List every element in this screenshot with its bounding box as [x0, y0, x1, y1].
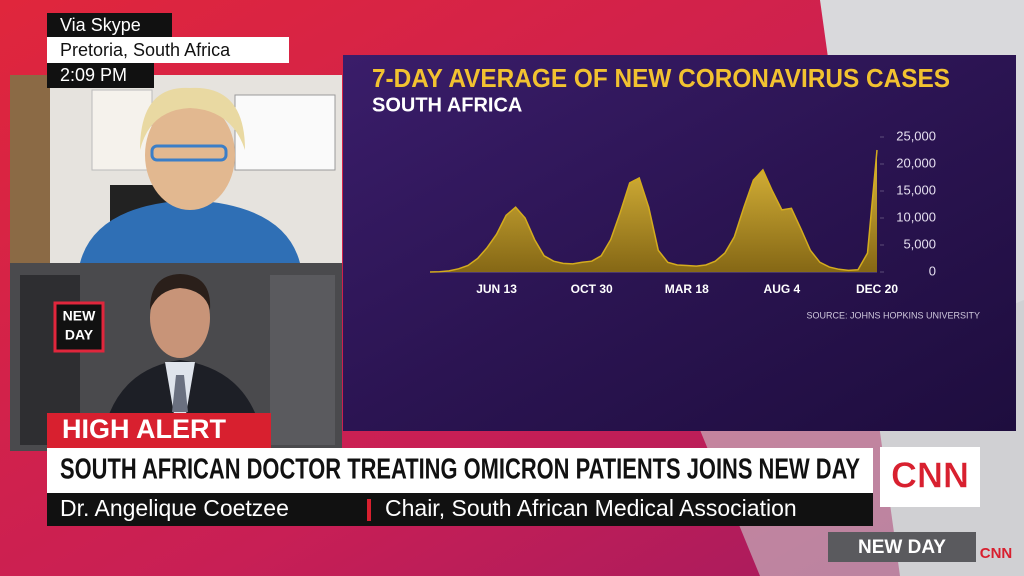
chart-subtitle: SOUTH AFRICA: [372, 94, 522, 116]
guest-body: [80, 200, 300, 263]
y-tick-label: 25,000: [896, 128, 936, 143]
guest-face: [145, 100, 235, 210]
video-guest: [10, 75, 342, 263]
y-tick-label: 5,000: [903, 236, 936, 251]
building: [270, 275, 335, 445]
y-tick-label: 0: [929, 263, 936, 278]
guest-title: Chair, South African Medical Association: [385, 495, 797, 521]
guest-hair: [140, 87, 245, 150]
source-label: Via Skype: [60, 15, 141, 35]
show-logo-box: [53, 301, 105, 353]
show-logo: NEW: [63, 308, 96, 324]
glasses: [150, 144, 228, 162]
area-line: [429, 149, 878, 273]
anchor-face: [150, 278, 210, 358]
label-box: [47, 63, 154, 88]
headline-box: [47, 448, 873, 493]
network-logo: CNN: [891, 455, 969, 496]
x-tick-label: AUG 4: [764, 282, 801, 296]
y-tick-label: 15,000: [896, 182, 936, 197]
label-box: [47, 37, 289, 63]
area: [430, 150, 877, 272]
plot: 0 5,000 10,000 15,000 20,000 25,000 JUN 13 OCT …: [429, 128, 936, 296]
label-box: [47, 13, 172, 37]
program: NEW DAY: [858, 537, 946, 558]
x-tick-label: JUN 13: [476, 282, 517, 296]
alert: HIGH ALERT: [62, 414, 226, 444]
x-tick-label: OCT 30: [571, 282, 613, 296]
shelf: [10, 75, 50, 263]
chart-source: SOURCE: JOHNS HOPKINS UNIVERSITY: [806, 310, 980, 320]
y-tick-label: 10,000: [896, 209, 936, 224]
location-label: Pretoria, South Africa: [60, 40, 231, 60]
headline: SOUTH AFRICAN DOCTOR TREATING OMICRON PA…: [60, 454, 860, 486]
x-tick-label: DEC 20: [856, 282, 898, 296]
anchor-hair: [150, 274, 211, 310]
separator: [367, 499, 371, 521]
network-bug: CNN: [980, 545, 1013, 562]
tie: [172, 375, 188, 412]
y-tick-label: 20,000: [896, 155, 936, 170]
window: [234, 94, 336, 171]
network-logo-box: [880, 447, 980, 507]
alert-box: [47, 413, 271, 448]
chart-panel: [343, 55, 1016, 431]
x-tick-label: MAR 18: [665, 282, 709, 296]
chart-title: 7-DAY AVERAGE OF NEW CORONAVIRUS CASES: [372, 63, 950, 93]
guest-name: Dr. Angelique Coetzee: [60, 495, 289, 521]
show-logo: DAY: [65, 327, 94, 343]
program-bar: [828, 532, 976, 562]
time-label: 2:09 PM: [60, 65, 127, 85]
name-bar: [47, 493, 873, 526]
